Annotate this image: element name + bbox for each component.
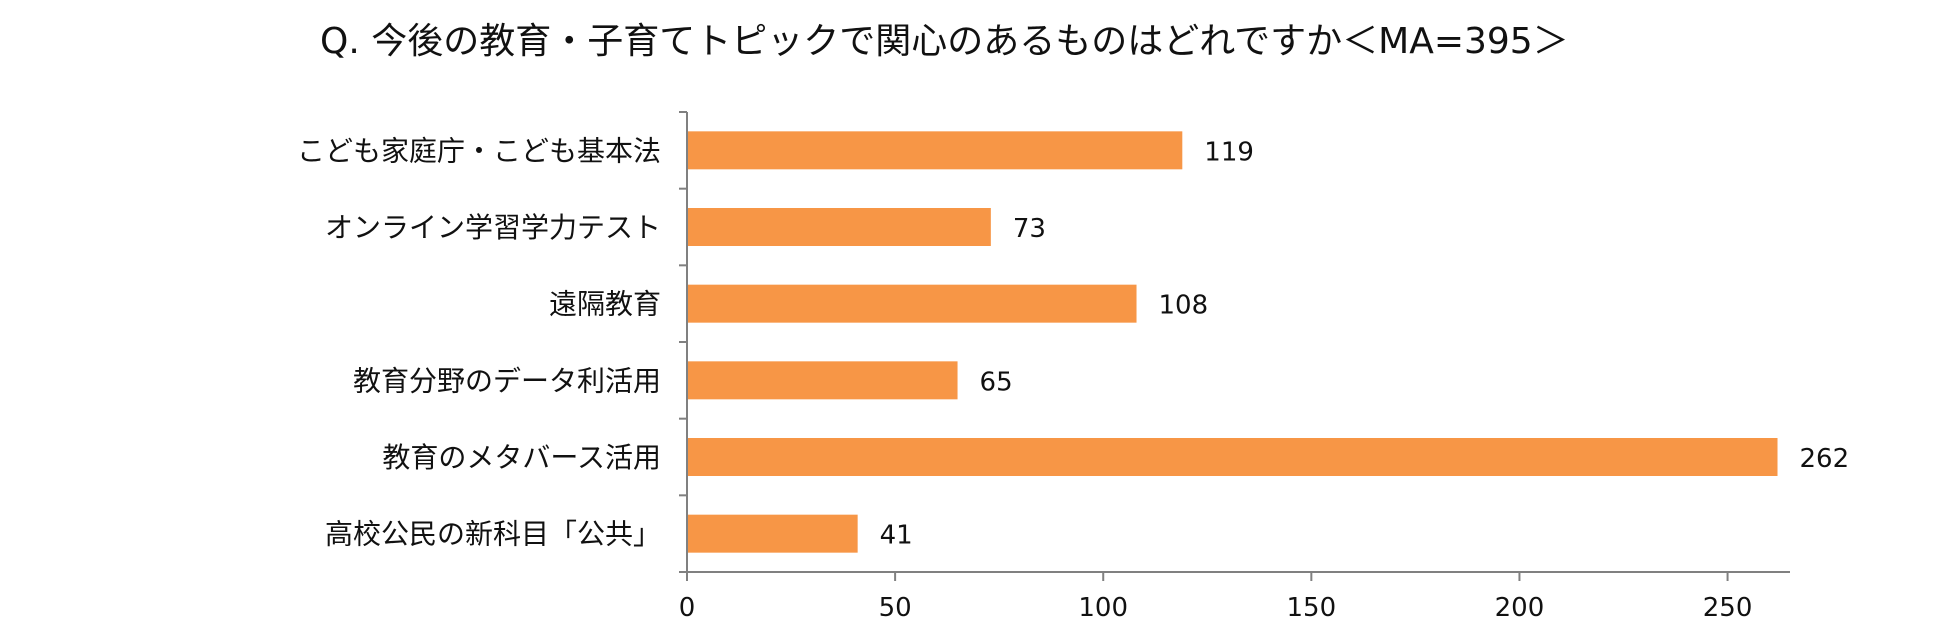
data-label: 65	[980, 367, 1013, 397]
x-tick-label: 0	[679, 593, 696, 623]
bar	[688, 438, 1778, 476]
bars-layer	[688, 131, 1778, 553]
x-tick-label: 150	[1287, 593, 1337, 623]
category-label: 遠隔教育	[549, 288, 661, 321]
x-tick-label: 50	[879, 593, 912, 623]
axes-layer: 0 50 100 150 200 250	[679, 111, 1790, 623]
category-label: 高校公民の新科目「公共」	[325, 518, 661, 551]
bar	[688, 514, 858, 553]
chart-title: Q. 今後の教育・子育てトピックで関心のあるものはどれですか＜MA=395＞	[320, 21, 1569, 62]
bar	[688, 131, 1183, 170]
data-label: 119	[1204, 137, 1254, 167]
category-label: 教育のメタバース活用	[382, 441, 661, 474]
category-label: こども家庭庁・こども基本法	[297, 134, 661, 167]
x-tick-label: 250	[1703, 593, 1753, 623]
category-label: 教育分野のデータ利活用	[353, 364, 661, 397]
category-label: オンライン学習学力テスト	[325, 211, 661, 244]
bar	[688, 361, 958, 400]
data-label: 41	[880, 521, 913, 551]
bar	[688, 284, 1137, 323]
data-label: 73	[1013, 214, 1046, 244]
data-label: 108	[1159, 291, 1209, 321]
bar	[688, 208, 991, 246]
x-tick-label: 100	[1078, 593, 1128, 623]
data-label: 262	[1800, 444, 1850, 474]
labels-layer: こども家庭庁・こども基本法 119 オンライン学習学力テスト 73 遠隔教育 108 教育分…	[297, 134, 1849, 550]
x-tick-label: 200	[1495, 593, 1545, 623]
